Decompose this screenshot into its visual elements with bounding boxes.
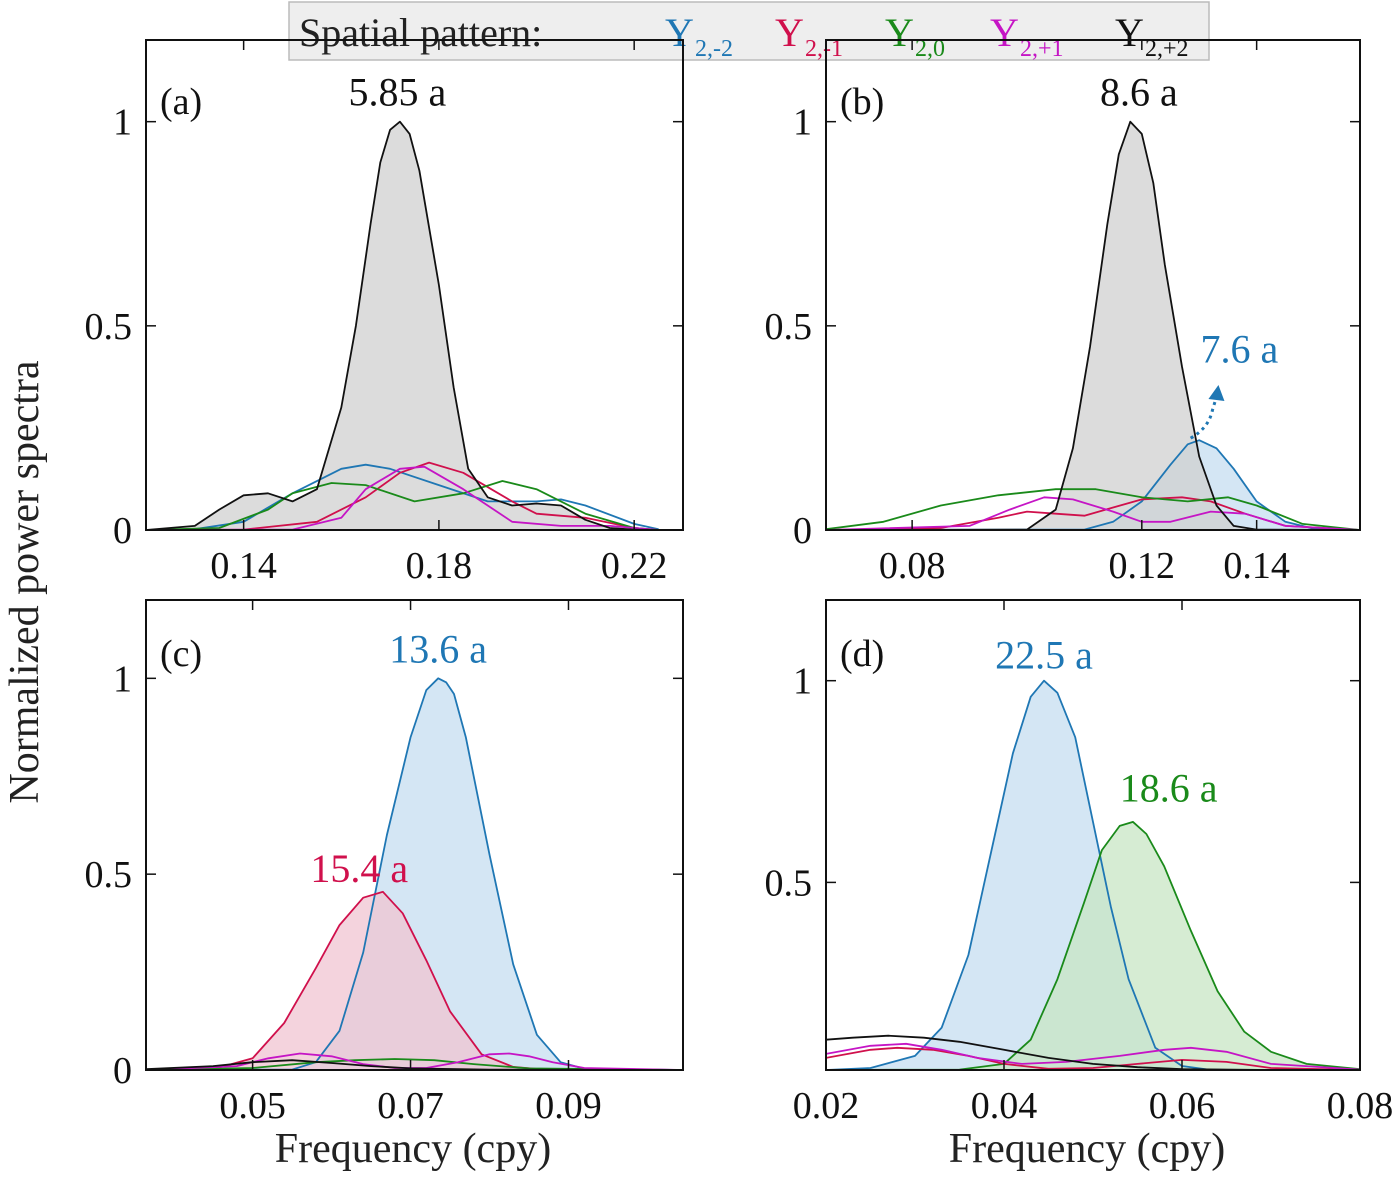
plot-frame xyxy=(145,599,684,1071)
x-tick-label: 0.07 xyxy=(377,1085,444,1127)
x-tick-label: 0.02 xyxy=(793,1085,860,1127)
y-tick-label: 0.5 xyxy=(765,306,813,348)
series-line-4 xyxy=(146,120,659,530)
legend-entry-sub-0: 2,-2 xyxy=(695,36,733,62)
annotation-arrowhead xyxy=(1208,385,1225,402)
series-fill-4 xyxy=(146,121,659,530)
y-tick-label: 1 xyxy=(113,102,132,144)
plot-area xyxy=(826,120,1360,530)
series-line-3 xyxy=(826,496,1360,530)
x-tick-label: 0.08 xyxy=(1327,1085,1394,1127)
panel-1: 0.08 0.12 0.14 0 0.5 1 (b) 8.6 a 7.6 a xyxy=(765,39,1361,587)
y-tick-label: 0.5 xyxy=(765,862,813,904)
series-line-3 xyxy=(826,1042,1360,1070)
panel-label: (b) xyxy=(840,81,884,123)
legend-entry-1: Y xyxy=(775,10,804,55)
series-fill-0 xyxy=(146,678,683,1070)
annotation-arrow xyxy=(1189,396,1218,440)
x-tick-label: 0.18 xyxy=(406,545,473,587)
legend: Spatial pattern: Y 2,-2 Y 2,-1 Y 2,0 Y 2,+1 Y 2,+… xyxy=(288,1,1210,62)
legend-entry-0: Y xyxy=(665,10,694,55)
y-tick-label: 0.5 xyxy=(85,306,133,348)
series-line-3 xyxy=(146,465,659,530)
series-line-2 xyxy=(826,1046,1360,1070)
peak-annotation: 13.6 a xyxy=(389,627,487,672)
series-line-0 xyxy=(146,677,683,1070)
series-line-1 xyxy=(826,821,1360,1070)
peak-annotation: 5.85 a xyxy=(349,69,447,114)
x-tick-label: 0.05 xyxy=(219,1085,286,1127)
series-fill-1 xyxy=(146,891,683,1070)
plot-frame xyxy=(825,39,1361,531)
y-tick-label: 1 xyxy=(793,102,812,144)
y-tick-label: 0 xyxy=(113,510,132,552)
x-tick-label: 0.14 xyxy=(210,545,277,587)
x-tick-label: 0.12 xyxy=(1109,545,1176,587)
series-line-2 xyxy=(146,480,659,530)
legend-box xyxy=(288,1,1210,61)
series-line-1 xyxy=(146,890,683,1070)
plot-frame xyxy=(825,599,1361,1071)
series-line-4 xyxy=(826,120,1360,530)
peak-annotation: 22.5 a xyxy=(995,633,1093,678)
series-line-0 xyxy=(826,439,1360,530)
panel-0: 0.14 0.18 0.22 0 0.5 1 (a) 5.85 a xyxy=(85,39,684,587)
legend-title: Spatial pattern: xyxy=(299,10,542,55)
panel-2: 0.05 0.07 0.09 0 0.5 1 (c) 13.6 a 15.4 a xyxy=(85,599,684,1127)
y-tick-label: 1 xyxy=(113,658,132,700)
plot-area xyxy=(146,120,659,530)
x-tick-label: 0.06 xyxy=(1149,1085,1216,1127)
plot-frame xyxy=(145,39,684,531)
peak-annotation: 7.6 a xyxy=(1201,327,1279,372)
panel-label: (a) xyxy=(160,81,202,123)
x-axis-title-left: Frequency (cpy) xyxy=(275,1126,551,1172)
x-tick-label: 0.04 xyxy=(971,1085,1038,1127)
panel-label: (c) xyxy=(160,633,202,675)
series-line-0 xyxy=(146,463,659,530)
y-tick-label: 0 xyxy=(113,1050,132,1092)
peak-annotation: 8.6 a xyxy=(1100,69,1178,114)
plot-area xyxy=(146,677,683,1070)
x-tick-label: 0.09 xyxy=(535,1085,602,1127)
series-line-2 xyxy=(146,1058,683,1070)
x-tick-label: 0.14 xyxy=(1223,545,1290,587)
peak-annotation: 15.4 a xyxy=(310,846,408,891)
series-line-2 xyxy=(826,488,1360,530)
legend-entry-3: Y xyxy=(990,10,1019,55)
legend-entry-2: Y xyxy=(885,10,914,55)
x-tick-label: 0.08 xyxy=(879,545,946,587)
x-axis-title-right: Frequency (cpy) xyxy=(949,1126,1225,1172)
peak-annotation: 18.6 a xyxy=(1120,766,1218,811)
y-tick-label: 0.5 xyxy=(85,854,133,896)
series-line-1 xyxy=(146,461,659,530)
panel-label: (d) xyxy=(840,633,884,675)
plot-area xyxy=(826,679,1360,1070)
y-axis-title: Normalized power spectra xyxy=(2,360,48,803)
panel-3: 0.02 0.04 0.06 0.08 0.5 1 (d) 22.5 a 18.6 a xyxy=(765,599,1394,1127)
legend-entries: Y 2,-2 Y 2,-1 Y 2,0 Y 2,+1 Y 2,+2 xyxy=(665,10,1189,62)
y-tick-label: 1 xyxy=(793,661,812,703)
legend-entry-4: Y xyxy=(1115,10,1144,55)
series-fill-1 xyxy=(826,821,1360,1070)
y-tick-label: 0 xyxy=(793,510,812,552)
x-tick-label: 0.22 xyxy=(601,545,668,587)
